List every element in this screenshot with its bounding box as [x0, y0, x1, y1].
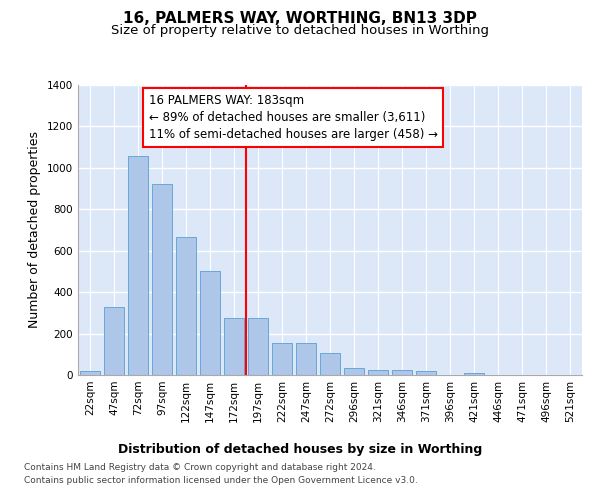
Bar [200, 272, 220, 375]
Bar [224, 318, 244, 375]
Bar [320, 353, 340, 375]
Bar [104, 306, 124, 375]
Bar [416, 372, 436, 375]
Y-axis label: Number of detached properties: Number of detached properties [28, 132, 41, 328]
Text: Contains HM Land Registry data © Crown copyright and database right 2024.: Contains HM Land Registry data © Crown c… [24, 462, 376, 471]
Bar [344, 368, 364, 375]
Text: 16 PALMERS WAY: 183sqm
← 89% of detached houses are smaller (3,611)
11% of semi-: 16 PALMERS WAY: 183sqm ← 89% of detached… [149, 94, 437, 140]
Bar [296, 343, 316, 375]
Bar [368, 370, 388, 375]
Bar [248, 318, 268, 375]
Bar [464, 372, 484, 375]
Bar [128, 156, 148, 375]
Text: 16, PALMERS WAY, WORTHING, BN13 3DP: 16, PALMERS WAY, WORTHING, BN13 3DP [123, 11, 477, 26]
Bar [176, 238, 196, 375]
Text: Contains public sector information licensed under the Open Government Licence v3: Contains public sector information licen… [24, 476, 418, 485]
Bar [152, 184, 172, 375]
Text: Distribution of detached houses by size in Worthing: Distribution of detached houses by size … [118, 442, 482, 456]
Text: Size of property relative to detached houses in Worthing: Size of property relative to detached ho… [111, 24, 489, 37]
Bar [80, 371, 100, 375]
Bar [392, 370, 412, 375]
Bar [272, 343, 292, 375]
